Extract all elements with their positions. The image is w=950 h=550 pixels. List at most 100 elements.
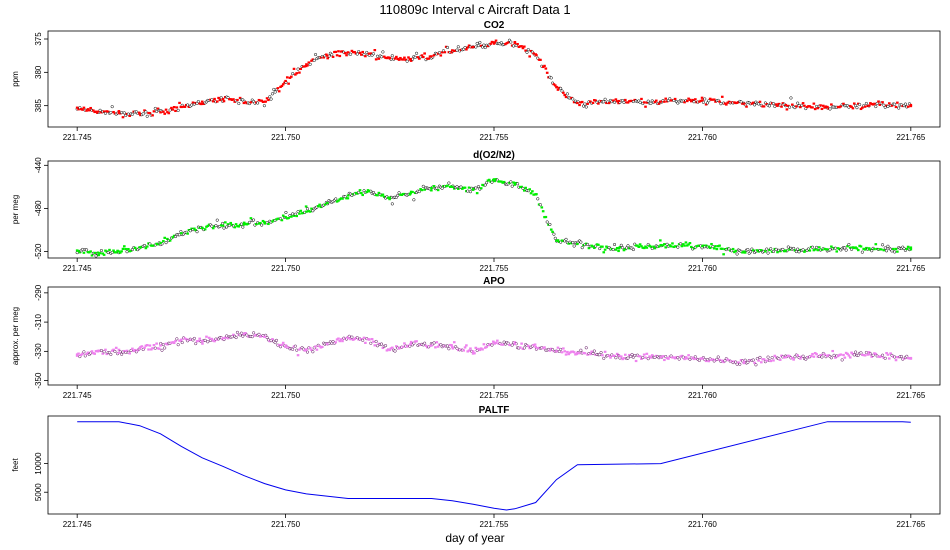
o2n2-data-point xyxy=(440,186,444,190)
o2n2-data-point xyxy=(874,243,878,246)
o2n2-trend-point xyxy=(513,183,517,186)
o2n2-data-point xyxy=(885,249,889,253)
o2n2-data-point xyxy=(641,246,645,249)
apo-data-point xyxy=(722,360,725,364)
o2n2-data-point xyxy=(615,246,619,250)
o2n2-data-point xyxy=(245,223,249,226)
o2n2-data-point xyxy=(365,190,369,194)
co2-data-point xyxy=(395,55,398,59)
apo-data-point xyxy=(613,354,616,357)
o2n2-data-point xyxy=(257,222,261,225)
o2n2-trend-point xyxy=(471,187,475,191)
co2-data-point xyxy=(869,102,872,105)
o2n2-data-point xyxy=(162,240,165,243)
apo-data-point xyxy=(899,354,903,358)
o2n2-data-point xyxy=(663,243,666,246)
apo-data-point xyxy=(866,353,870,356)
o2n2-trend-point xyxy=(555,239,558,242)
co2-data-point xyxy=(850,105,853,108)
o2n2-data-point xyxy=(813,248,817,251)
apo-data-point xyxy=(671,356,674,359)
co2-data-point xyxy=(198,102,202,105)
apo-data-point xyxy=(641,355,645,360)
apo-data-point xyxy=(908,357,911,360)
apo-data-point xyxy=(113,349,117,353)
o2n2-data-point xyxy=(524,186,527,189)
co2-data-point xyxy=(287,82,290,85)
apo-data-point xyxy=(158,347,161,350)
apo-data-point xyxy=(583,352,587,355)
apo-data-point xyxy=(360,338,363,341)
o2n2-trend-point xyxy=(367,190,371,193)
apo-trend-point xyxy=(659,356,663,359)
apo-data-point xyxy=(128,352,132,355)
o2n2-data-point xyxy=(707,245,711,248)
panel-apo: APO 221.745 221.750 221.755 221.760 221.765 -2… xyxy=(11,276,941,400)
co2-data-point xyxy=(673,97,677,101)
apo-data-point xyxy=(408,344,412,348)
apo-xtick-label: 221.745 xyxy=(63,391,92,400)
co2-trend-point xyxy=(513,41,517,45)
co2-data-point xyxy=(602,100,606,104)
o2n2-trend-point xyxy=(75,249,79,252)
o2n2-data-point xyxy=(190,227,193,230)
o2n2-data-point xyxy=(716,245,720,248)
co2-data-point xyxy=(291,72,295,76)
o2n2-data-point xyxy=(128,250,132,253)
co2-data-point xyxy=(186,103,190,107)
apo-data-point xyxy=(166,343,169,346)
apo-data-point xyxy=(163,346,167,350)
co2-data-point xyxy=(201,102,204,106)
apo-xtick-label: 221.750 xyxy=(271,391,300,400)
o2n2-xtick-label: 221.765 xyxy=(896,264,925,273)
apo-data-point xyxy=(395,345,398,348)
o2n2-data-point xyxy=(444,185,448,188)
apo-data-point xyxy=(834,356,837,359)
co2-data-point xyxy=(688,98,692,101)
o2n2-data-point xyxy=(412,198,416,202)
apo-data-point xyxy=(353,337,356,341)
o2n2-data-point xyxy=(263,220,266,224)
o2n2-data-point xyxy=(479,187,483,190)
paltf-xtick-label: 221.765 xyxy=(896,520,925,529)
o2n2-data-point xyxy=(244,222,247,225)
apo-data-point xyxy=(607,354,611,357)
apo-data-point xyxy=(389,347,393,350)
o2n2-data-point xyxy=(345,197,348,200)
o2n2-data-point xyxy=(828,248,832,252)
apo-data-point xyxy=(518,346,522,349)
co2-data-point xyxy=(758,100,762,103)
co2-data-point xyxy=(586,102,589,105)
co2-data-point xyxy=(638,100,642,104)
apo-data-point xyxy=(485,345,488,349)
o2n2-data-point xyxy=(229,221,233,225)
co2-data-point xyxy=(382,55,386,58)
o2n2-data-point xyxy=(144,247,148,250)
co2-data-point xyxy=(183,105,187,108)
o2n2-data-point xyxy=(194,229,197,232)
o2n2-data-point xyxy=(226,223,230,226)
apo-data-point xyxy=(171,341,175,344)
o2n2-data-point xyxy=(619,243,623,247)
o2n2-data-point xyxy=(459,185,463,189)
co2-data-point xyxy=(144,110,148,114)
co2-data-point xyxy=(801,102,805,105)
apo-data-point xyxy=(205,335,208,338)
apo-data-point xyxy=(586,353,589,356)
apo-trend-point xyxy=(284,345,287,349)
apo-data-point xyxy=(253,334,257,337)
o2n2-data-point xyxy=(420,189,424,192)
co2-data-point xyxy=(881,101,884,104)
o2n2-data-point xyxy=(376,194,379,197)
apo-data-point xyxy=(560,351,564,354)
co2-data-point xyxy=(537,58,541,61)
o2n2-data-point xyxy=(851,246,855,249)
co2-data-point xyxy=(780,105,783,108)
co2-data-point xyxy=(893,102,897,106)
co2-data-point xyxy=(597,102,600,105)
co2-data-point xyxy=(771,102,776,106)
co2-data-point xyxy=(552,83,556,86)
co2-trend-point xyxy=(784,103,788,107)
co2-data-point xyxy=(233,100,237,103)
co2-data-point xyxy=(520,45,523,48)
